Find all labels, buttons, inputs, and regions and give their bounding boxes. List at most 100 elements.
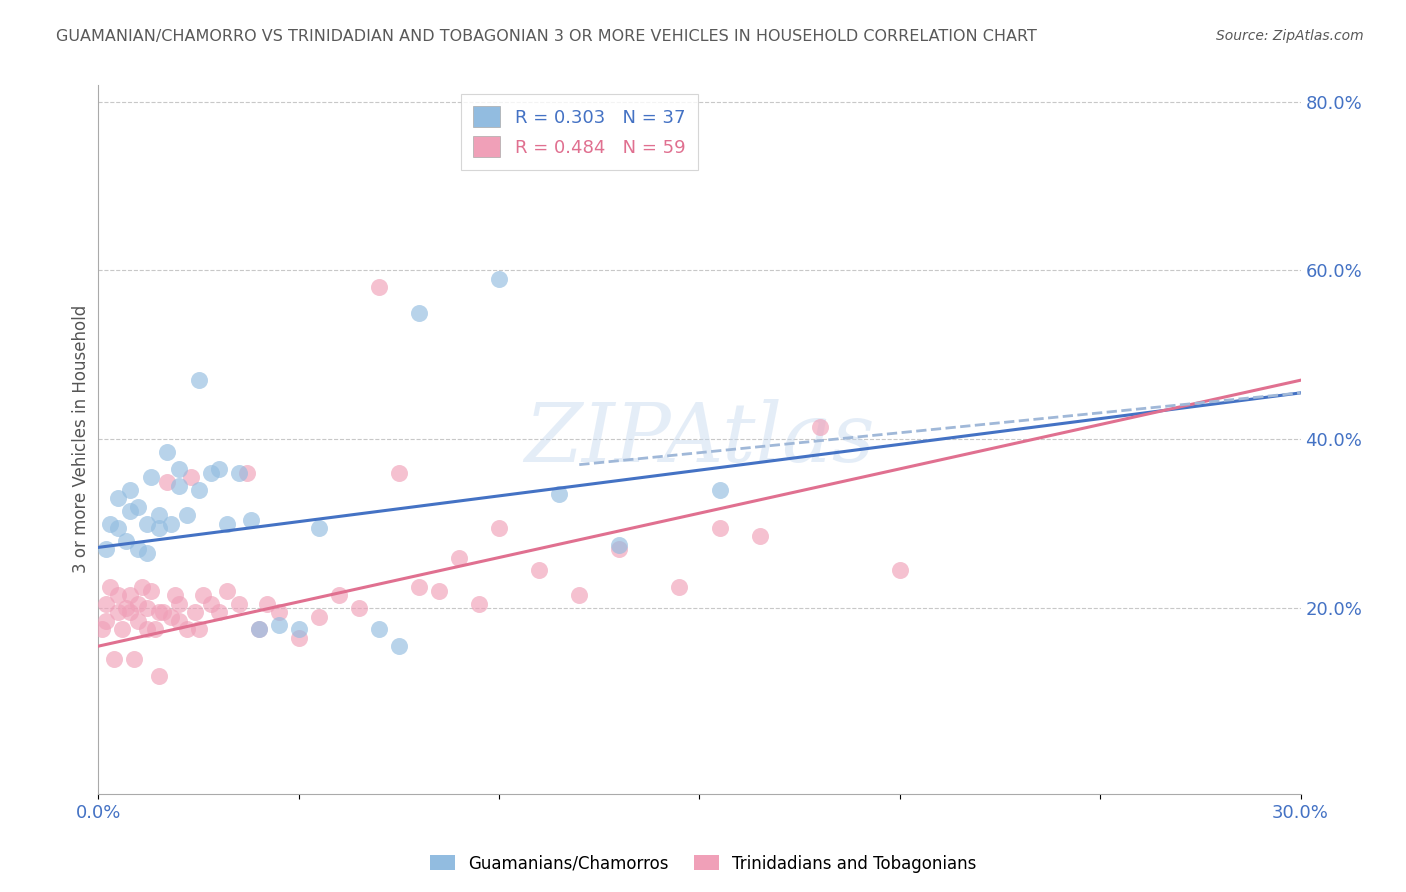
Point xyxy=(187,373,209,387)
Point xyxy=(115,533,138,548)
Point xyxy=(308,609,330,624)
Point xyxy=(267,618,290,632)
Point xyxy=(215,584,238,599)
Point xyxy=(152,606,174,620)
Point xyxy=(488,272,510,286)
Point xyxy=(107,606,129,620)
Point xyxy=(163,589,186,603)
Point xyxy=(388,466,411,480)
Point xyxy=(709,521,731,535)
Point xyxy=(167,479,190,493)
Point xyxy=(148,669,170,683)
Point xyxy=(256,597,278,611)
Point xyxy=(131,580,153,594)
Point xyxy=(468,597,491,611)
Point xyxy=(103,652,125,666)
Point xyxy=(176,622,198,636)
Point xyxy=(228,597,250,611)
Point xyxy=(180,470,202,484)
Point xyxy=(368,622,391,636)
Point xyxy=(889,563,911,577)
Point xyxy=(568,589,591,603)
Text: ZIPAtlas: ZIPAtlas xyxy=(524,400,875,479)
Point xyxy=(167,614,190,628)
Point xyxy=(247,622,270,636)
Point xyxy=(143,622,166,636)
Point xyxy=(239,512,262,526)
Point xyxy=(139,470,162,484)
Point xyxy=(200,466,222,480)
Point xyxy=(167,462,190,476)
Legend: R = 0.303   N = 37, R = 0.484   N = 59: R = 0.303 N = 37, R = 0.484 N = 59 xyxy=(461,94,697,169)
Point xyxy=(267,606,290,620)
Point xyxy=(408,306,430,320)
Point xyxy=(308,521,330,535)
Point xyxy=(120,606,142,620)
Point xyxy=(107,491,129,506)
Point xyxy=(120,483,142,497)
Text: GUAMANIAN/CHAMORRO VS TRINIDADIAN AND TOBAGONIAN 3 OR MORE VEHICLES IN HOUSEHOLD: GUAMANIAN/CHAMORRO VS TRINIDADIAN AND TO… xyxy=(56,29,1038,44)
Point xyxy=(247,622,270,636)
Point xyxy=(183,606,205,620)
Point xyxy=(139,584,162,599)
Point xyxy=(135,516,157,531)
Point xyxy=(529,563,551,577)
Point xyxy=(609,538,631,552)
Point xyxy=(447,550,470,565)
Point xyxy=(488,521,510,535)
Point xyxy=(709,483,731,497)
Legend: Guamanians/Chamorros, Trinidadians and Tobagonians: Guamanians/Chamorros, Trinidadians and T… xyxy=(423,848,983,880)
Point xyxy=(135,601,157,615)
Point xyxy=(155,475,177,489)
Point xyxy=(408,580,430,594)
Point xyxy=(124,652,146,666)
Point xyxy=(668,580,690,594)
Point xyxy=(167,597,190,611)
Point xyxy=(288,622,311,636)
Point xyxy=(128,542,150,557)
Point xyxy=(91,622,114,636)
Point xyxy=(115,601,138,615)
Point xyxy=(808,419,831,434)
Point xyxy=(107,589,129,603)
Point xyxy=(107,521,129,535)
Point xyxy=(155,445,177,459)
Point xyxy=(159,516,181,531)
Point xyxy=(235,466,257,480)
Point xyxy=(609,542,631,557)
Text: Source: ZipAtlas.com: Source: ZipAtlas.com xyxy=(1216,29,1364,43)
Point xyxy=(288,631,311,645)
Point xyxy=(96,614,118,628)
Point xyxy=(128,500,150,514)
Point xyxy=(347,601,370,615)
Point xyxy=(128,614,150,628)
Point xyxy=(100,580,122,594)
Point xyxy=(159,609,181,624)
Point xyxy=(148,606,170,620)
Point xyxy=(187,483,209,497)
Point xyxy=(208,462,231,476)
Point xyxy=(96,597,118,611)
Point xyxy=(215,516,238,531)
Point xyxy=(228,466,250,480)
Point xyxy=(368,280,391,294)
Point xyxy=(148,508,170,523)
Point xyxy=(427,584,450,599)
Point xyxy=(208,606,231,620)
Y-axis label: 3 or more Vehicles in Household: 3 or more Vehicles in Household xyxy=(72,305,90,574)
Point xyxy=(135,546,157,560)
Point xyxy=(100,516,122,531)
Point xyxy=(128,597,150,611)
Point xyxy=(200,597,222,611)
Point xyxy=(176,508,198,523)
Point xyxy=(388,639,411,653)
Point xyxy=(120,589,142,603)
Point xyxy=(96,542,118,557)
Point xyxy=(748,529,770,543)
Point xyxy=(135,622,157,636)
Point xyxy=(148,521,170,535)
Point xyxy=(111,622,134,636)
Point xyxy=(548,487,571,501)
Point xyxy=(191,589,214,603)
Point xyxy=(187,622,209,636)
